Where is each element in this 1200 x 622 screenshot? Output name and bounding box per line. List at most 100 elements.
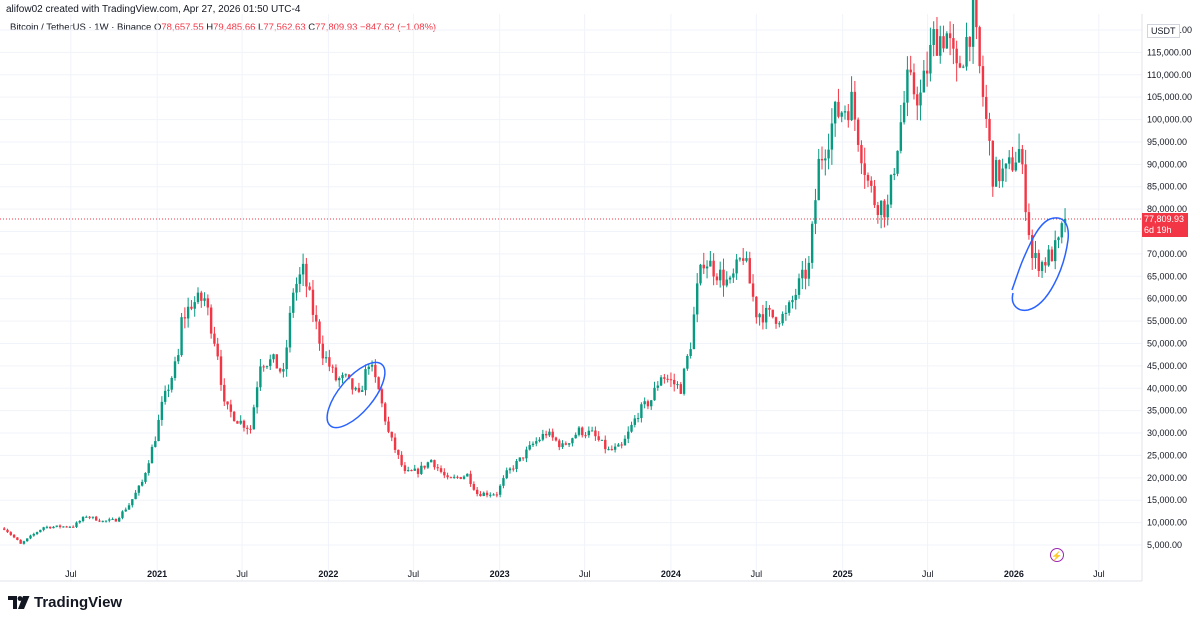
candle-body: [137, 485, 141, 493]
candle-body: [646, 401, 650, 407]
candle-body: [183, 317, 187, 319]
candle-body: [426, 462, 430, 468]
price-axis[interactable]: 5,000.00 10,000.00 15,000.00 20,000.00 25,00…: [1147, 25, 1192, 550]
candle-body: [196, 292, 200, 303]
price-tick-label: 10,000.00: [1147, 518, 1187, 528]
candle-body: [932, 29, 935, 45]
candle-body: [1057, 237, 1060, 241]
candle-body: [919, 92, 922, 106]
candle-body: [108, 519, 111, 521]
candle-body: [413, 468, 416, 471]
grid-lines: [0, 14, 1142, 581]
candle-body: [436, 467, 439, 469]
candle-body: [735, 259, 738, 274]
candle-body: [659, 377, 663, 386]
candle-body: [751, 283, 755, 297]
candle-body: [6, 529, 9, 533]
candle-body: [814, 200, 817, 224]
candle-body: [705, 266, 709, 269]
change-value: −847.62 (−1.08%): [360, 22, 437, 33]
lightning-icon[interactable]: ⚡: [1050, 548, 1064, 562]
candle-body: [269, 359, 272, 367]
candle-body: [584, 435, 587, 437]
currency-label[interactable]: USDT: [1147, 24, 1180, 38]
candle-body: [495, 494, 499, 496]
candle-body: [29, 535, 32, 539]
time-tick-label: 2022: [318, 569, 338, 579]
candle-body: [1014, 162, 1017, 171]
candle-body: [847, 111, 850, 121]
candle-body: [577, 427, 581, 435]
candle-body: [393, 437, 397, 450]
candle-body: [167, 389, 170, 391]
price-tick-label: 60,000.00: [1147, 294, 1187, 304]
candle-body: [462, 476, 466, 479]
candle-body: [702, 264, 705, 269]
candle-body: [889, 175, 893, 205]
candle-body: [676, 384, 679, 386]
candle-body: [49, 526, 52, 529]
candle-body: [98, 520, 101, 522]
candle-body: [508, 468, 512, 471]
candle-body: [255, 387, 259, 408]
candle-body: [295, 283, 298, 293]
candle-body: [226, 401, 229, 405]
candle-body: [1031, 235, 1034, 259]
candle-body: [305, 263, 308, 287]
candle-body: [909, 69, 912, 73]
candle-body: [466, 473, 469, 477]
candle-body: [764, 307, 768, 323]
candle-body: [1027, 212, 1031, 236]
candle-body: [311, 289, 315, 315]
candle-body: [246, 427, 249, 429]
candle-body: [942, 36, 945, 49]
candle-body: [935, 29, 939, 56]
candle-body: [732, 273, 735, 278]
candle-body: [502, 478, 505, 486]
low-key: L: [258, 22, 264, 33]
candle-body: [1037, 252, 1040, 271]
candle-body: [801, 269, 804, 279]
candle-body: [492, 494, 495, 496]
candle-body: [384, 403, 387, 422]
candle-body: [117, 517, 121, 522]
candle-body: [213, 333, 216, 344]
open-value: 78,657.55: [161, 22, 204, 33]
candle-body: [331, 366, 334, 368]
candle-body: [292, 292, 295, 313]
candle-body: [604, 439, 607, 450]
candle-body: [873, 185, 876, 206]
time-tick-label: 2021: [147, 569, 167, 579]
candle-body: [265, 366, 269, 368]
candle-body: [252, 407, 256, 430]
candle-body: [850, 91, 853, 121]
candle-body: [620, 444, 623, 446]
candle-body: [1001, 168, 1004, 182]
candle-body: [916, 94, 919, 106]
candle-body: [971, 0, 975, 47]
candle-body: [1017, 149, 1021, 163]
candle-body: [397, 449, 400, 455]
candle-body: [870, 180, 873, 186]
candle-body: [420, 465, 423, 474]
candle-body: [958, 63, 962, 68]
candle-body: [479, 494, 482, 497]
price-tick-label: 110,000.00: [1147, 70, 1191, 80]
candle-body: [259, 366, 262, 388]
candle-body: [242, 420, 246, 428]
candle-body: [35, 532, 39, 534]
candle-body: [955, 48, 958, 64]
time-tick-label: 2026: [1004, 569, 1024, 579]
candle-body: [975, 0, 978, 28]
time-axis[interactable]: Jul 2021 Jul 2022 Jul 2023 Jul 2024 Jul 2025 Jul 20…: [65, 569, 1105, 579]
low-value: 77,562.63: [263, 22, 306, 33]
candle-body: [190, 306, 193, 309]
candle-body: [45, 526, 49, 528]
candle-body: [567, 443, 571, 445]
candle-body: [613, 446, 617, 450]
price-tick-label: 115,000.00: [1147, 47, 1191, 57]
candle-body: [177, 355, 180, 362]
candle-body: [712, 260, 715, 277]
candle-body: [998, 160, 1001, 182]
